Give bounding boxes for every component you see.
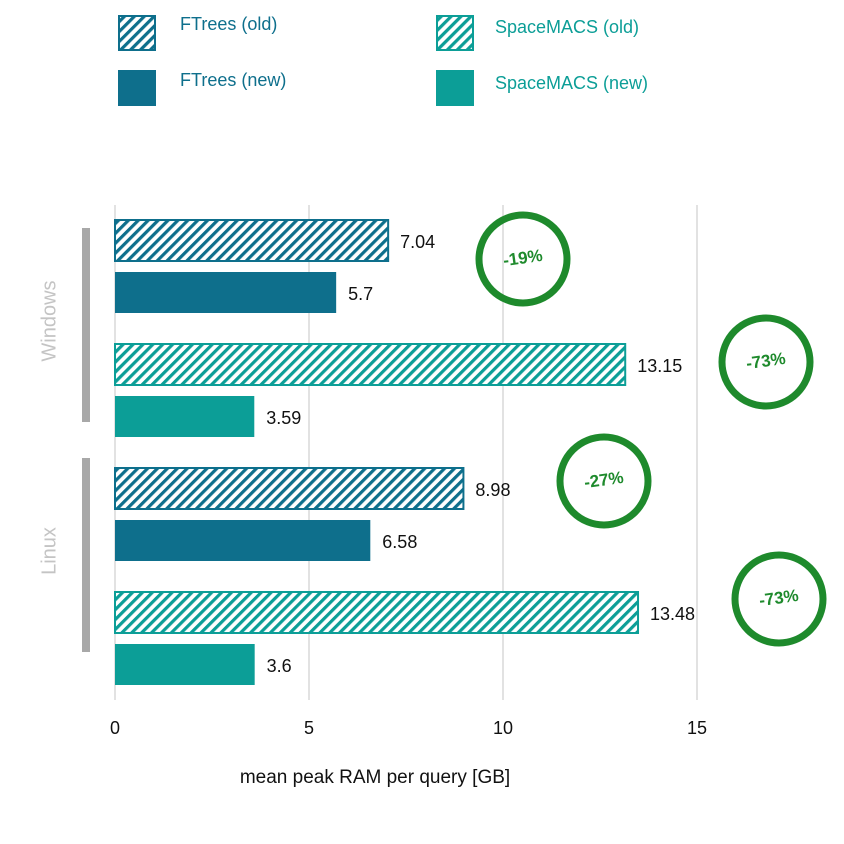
legend-label-ftrees-old: FTrees (old) xyxy=(180,14,277,34)
x-tick-label-15: 15 xyxy=(687,718,707,738)
legend-swatch-ftrees-old xyxy=(118,15,156,51)
value-label-windows-spacemacs-new: 3.59 xyxy=(266,408,301,428)
value-label-windows-ftrees-old: 7.04 xyxy=(400,232,435,252)
badge-circle-windows-1 xyxy=(718,314,814,410)
badge-text-linux-1: -73% xyxy=(758,586,800,610)
x-axis: 0 5 10 15 mean peak RAM per query [GB] xyxy=(110,718,707,788)
change-badges: -19% -73% -27% -73% xyxy=(475,211,827,647)
value-label-linux-ftrees-old: 8.98 xyxy=(475,480,510,500)
x-tick-label-5: 5 xyxy=(304,718,314,738)
group-label-linux: Linux xyxy=(38,527,60,575)
bar-linux-ftrees-old xyxy=(114,467,465,510)
value-label-windows-spacemacs-old: 13.15 xyxy=(637,356,682,376)
group-bracket-linux xyxy=(82,458,90,652)
legend-label-spacemacs-new: SpaceMACS (new) xyxy=(495,73,648,93)
bar-windows-spacemacs-old xyxy=(114,343,627,386)
value-label-linux-ftrees-new: 6.58 xyxy=(382,532,417,552)
value-label-linux-spacemacs-new: 3.6 xyxy=(267,656,292,676)
legend: FTrees (old) SpaceMACS (old) FTrees (new) S… xyxy=(118,14,648,106)
value-label-linux-spacemacs-old: 13.48 xyxy=(650,604,695,624)
bar-windows-ftrees-new xyxy=(115,272,337,313)
badge-circle-linux-0 xyxy=(556,433,652,529)
legend-swatch-ftrees-new xyxy=(118,70,156,106)
x-tick-label-10: 10 xyxy=(493,718,513,738)
x-axis-title: mean peak RAM per query [GB] xyxy=(240,767,510,788)
badge-circle-windows-0 xyxy=(475,211,571,307)
bars: 7.04 5.7 13.15 3.59 8.98 6.58 13.48 3.6 xyxy=(114,219,695,685)
legend-label-ftrees-new: FTrees (new) xyxy=(180,70,286,90)
x-tick-label-0: 0 xyxy=(110,718,120,738)
bar-windows-ftrees-old xyxy=(114,219,390,262)
bar-windows-spacemacs-new xyxy=(115,396,255,437)
bar-linux-spacemacs-new xyxy=(115,644,255,685)
legend-swatch-spacemacs-new xyxy=(436,70,474,106)
legend-swatch-spacemacs-old xyxy=(436,15,474,51)
badge-text-linux-0: -27% xyxy=(583,468,625,492)
group-label-windows: Windows xyxy=(38,280,60,361)
group-bracket-windows xyxy=(82,228,90,422)
value-label-windows-ftrees-new: 5.7 xyxy=(348,284,373,304)
badge-text-windows-1: -73% xyxy=(745,349,787,373)
badge-circle-linux-1 xyxy=(731,551,827,647)
bar-linux-spacemacs-old xyxy=(114,591,640,634)
group-labels: Windows Linux xyxy=(38,228,90,652)
badge-text-windows-0: -19% xyxy=(502,246,544,270)
legend-label-spacemacs-old: SpaceMACS (old) xyxy=(495,17,639,37)
bar-linux-ftrees-new xyxy=(115,520,371,561)
